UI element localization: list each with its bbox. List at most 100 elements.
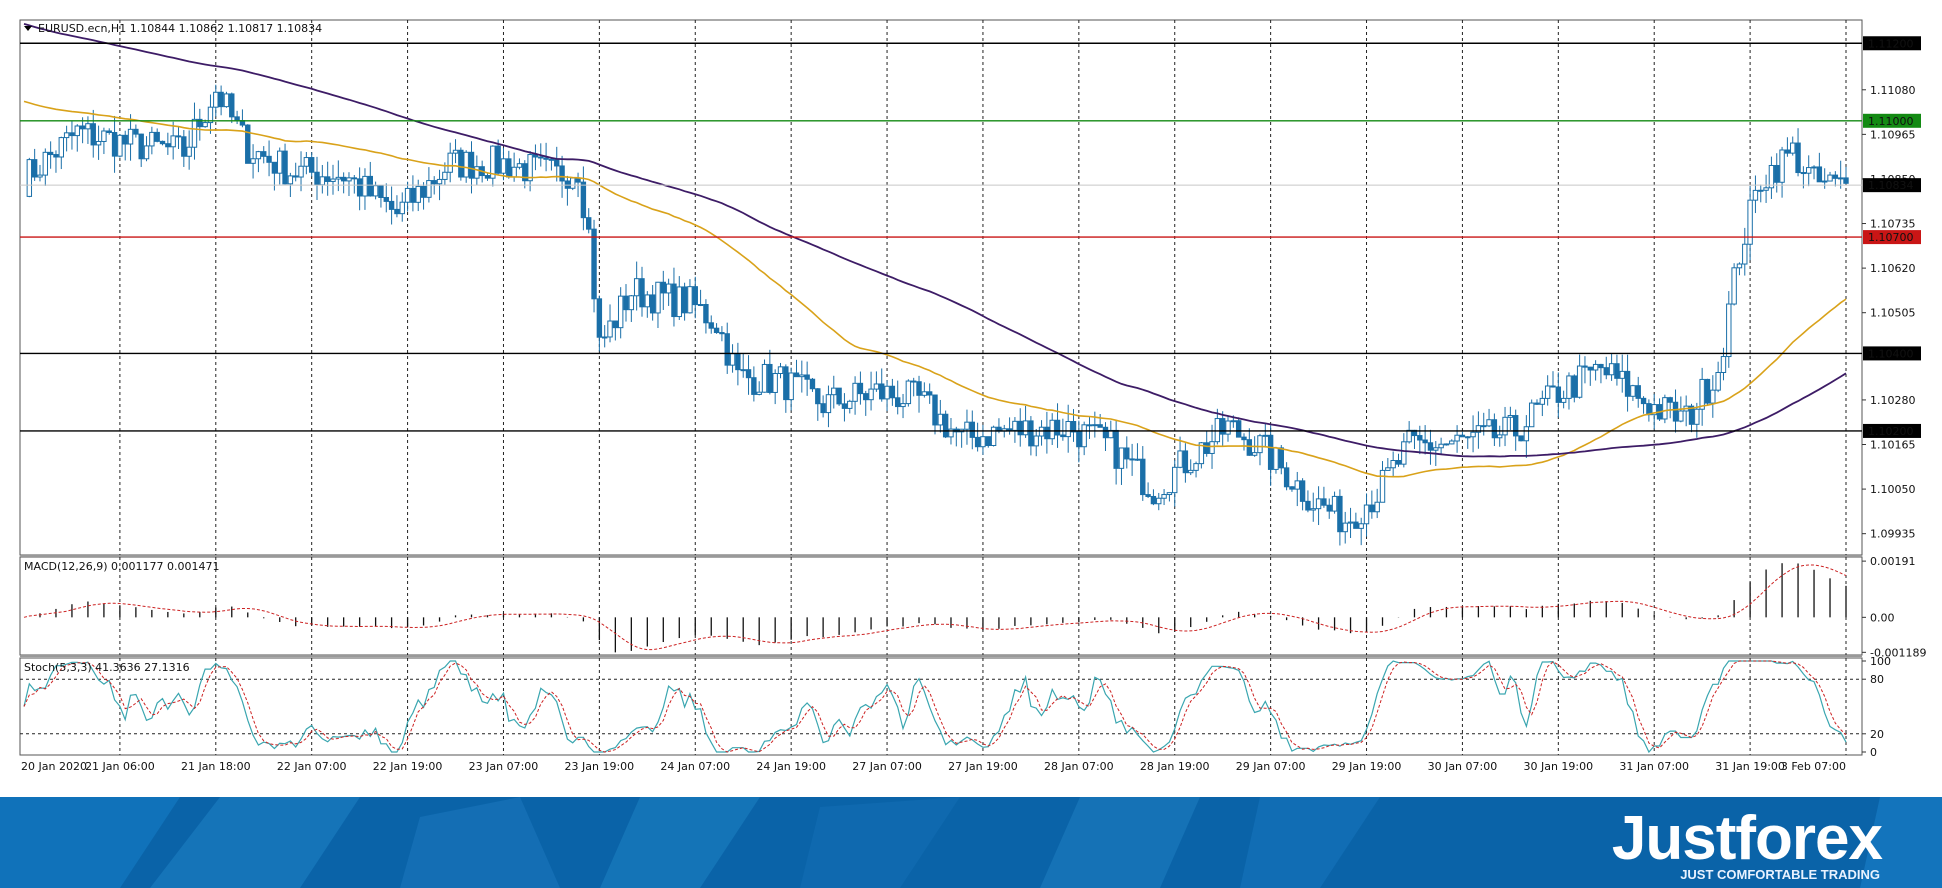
candle [426, 180, 432, 198]
candle [1566, 375, 1572, 399]
candle [1219, 418, 1226, 435]
candle [926, 391, 933, 396]
candle [1092, 424, 1098, 427]
candle [1795, 142, 1801, 174]
candle [527, 154, 533, 182]
candle [1209, 441, 1215, 454]
macd-histogram-group [39, 563, 1847, 653]
candle [1214, 418, 1221, 443]
ma-slow-line [23, 23, 1847, 458]
candle [1550, 385, 1556, 388]
x-tick-label: 31 Jan 07:00 [1619, 760, 1689, 773]
candle [1534, 402, 1540, 405]
candle [1129, 458, 1135, 461]
candle [394, 208, 400, 215]
x-tick-label: 28 Jan 19:00 [1140, 760, 1210, 773]
candle [1587, 366, 1593, 371]
candle [1672, 401, 1679, 422]
candle [271, 161, 278, 174]
candle [580, 181, 587, 219]
candle [586, 217, 592, 230]
candle [1251, 452, 1258, 456]
candle [990, 426, 997, 446]
candle [1161, 494, 1167, 499]
candle [127, 128, 134, 145]
candle [1790, 142, 1796, 154]
candle [1837, 177, 1844, 180]
candle [1784, 149, 1791, 154]
x-tick-label: 30 Jan 07:00 [1428, 760, 1498, 773]
candle [655, 281, 661, 314]
candle [1022, 420, 1029, 436]
candle [1507, 415, 1514, 418]
macd-signal-line [23, 564, 1847, 651]
x-tick-label: 31 Jan 19:00 [1715, 760, 1785, 773]
candle [1278, 447, 1284, 469]
candle [79, 125, 86, 130]
stoch-y-tick-label: 100 [1870, 655, 1891, 668]
candle [1800, 172, 1807, 175]
candle [74, 125, 80, 137]
candle [159, 140, 166, 145]
candle [1694, 408, 1700, 425]
candle [287, 175, 294, 185]
y-tick-label: 1.10280 [1870, 394, 1916, 407]
candle [1582, 365, 1588, 368]
stoch-y-tick-label: 80 [1870, 673, 1884, 686]
candle [1449, 440, 1455, 445]
x-tick-label: 24 Jan 19:00 [756, 760, 826, 773]
candle [889, 385, 896, 399]
candle [1273, 447, 1279, 470]
macd-y-tick-label: -0.001189 [1870, 646, 1926, 659]
x-tick-label: 29 Jan 19:00 [1332, 760, 1402, 773]
candle [47, 151, 54, 156]
candle [484, 175, 491, 179]
candle [687, 286, 693, 314]
candle [788, 372, 794, 401]
candle [554, 159, 560, 167]
candle [165, 143, 171, 148]
candle [1443, 443, 1450, 446]
candle [1486, 419, 1492, 427]
candle [1049, 419, 1055, 440]
candle [1305, 500, 1311, 511]
candle [117, 134, 123, 157]
candle [1076, 431, 1082, 448]
x-tick-label: 23 Jan 07:00 [469, 760, 539, 773]
stoch-y-tick-label: 20 [1870, 728, 1884, 741]
candle [1518, 435, 1524, 442]
y-tick-label: 1.10050 [1870, 483, 1916, 496]
candle [809, 378, 816, 390]
candle [1331, 495, 1338, 512]
candle [1667, 397, 1673, 403]
candle [250, 158, 256, 164]
candle [815, 388, 821, 405]
candle [1006, 428, 1013, 431]
candle [713, 327, 720, 334]
candle [516, 163, 523, 168]
stoch-signal-line [23, 660, 1847, 753]
candle [1257, 435, 1263, 454]
candle [1816, 166, 1823, 183]
candle [58, 137, 64, 158]
candle [1358, 523, 1364, 529]
candle [111, 131, 118, 157]
candle [522, 163, 528, 182]
candle [1811, 166, 1817, 169]
candle [346, 177, 352, 182]
candle [1235, 420, 1242, 438]
candle [1118, 447, 1125, 469]
candle [367, 175, 373, 197]
candle [436, 178, 443, 185]
candle [1113, 429, 1119, 469]
candle [234, 116, 240, 122]
candle [1454, 434, 1460, 442]
candle [1497, 434, 1503, 439]
candle [207, 106, 214, 124]
candle [1433, 447, 1439, 451]
current-price-label: 1.10834 [1868, 179, 1914, 192]
candle [186, 146, 192, 157]
candle [1156, 497, 1162, 505]
candle [820, 403, 826, 414]
candle [1768, 164, 1775, 189]
